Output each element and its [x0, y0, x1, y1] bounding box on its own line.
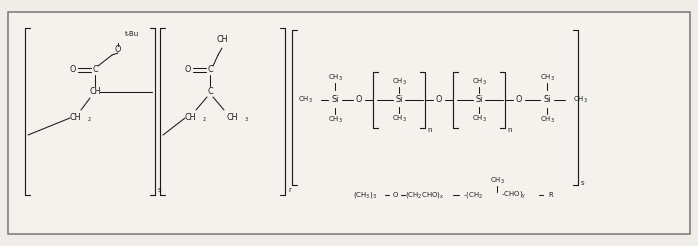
Text: CH$_3$: CH$_3$ — [392, 114, 406, 124]
Text: Si: Si — [543, 95, 551, 105]
Text: C: C — [207, 65, 213, 75]
Text: CH: CH — [226, 112, 238, 122]
Text: $_2$: $_2$ — [202, 116, 207, 124]
Text: CH$_3$: CH$_3$ — [540, 73, 554, 83]
Text: O: O — [70, 65, 76, 75]
Text: CH$_3$: CH$_3$ — [327, 115, 343, 125]
Text: R: R — [548, 192, 553, 198]
Text: C: C — [92, 65, 98, 75]
Text: s: s — [581, 180, 585, 186]
Text: O: O — [356, 95, 362, 105]
Text: O: O — [114, 46, 121, 55]
Text: CH$_3$: CH$_3$ — [392, 77, 406, 87]
Text: CH: CH — [216, 35, 228, 45]
Text: s: s — [158, 187, 162, 193]
Text: CH: CH — [184, 112, 195, 122]
Text: CH$_3$: CH$_3$ — [489, 176, 505, 186]
FancyBboxPatch shape — [8, 12, 690, 234]
Text: -CHO)$_y$: -CHO)$_y$ — [501, 189, 527, 201]
Text: t-Bu: t-Bu — [125, 31, 139, 37]
Text: Si: Si — [332, 95, 339, 105]
Text: Si: Si — [475, 95, 483, 105]
Text: (CH$_3$)$_3$: (CH$_3$)$_3$ — [353, 190, 377, 200]
Text: n: n — [507, 127, 512, 133]
Text: (CH$_2$CHO)$_x$: (CH$_2$CHO)$_x$ — [405, 190, 445, 200]
Text: r: r — [288, 187, 291, 193]
Text: $_3$: $_3$ — [244, 116, 248, 124]
Text: CH$_3$: CH$_3$ — [573, 95, 588, 105]
Text: O: O — [436, 95, 443, 105]
Text: O: O — [516, 95, 522, 105]
Text: O: O — [185, 65, 191, 75]
Text: $_2$: $_2$ — [87, 116, 91, 124]
Text: CH$_3$: CH$_3$ — [472, 77, 487, 87]
Text: -(CH$_2$: -(CH$_2$ — [463, 190, 483, 200]
Text: CH$_3$: CH$_3$ — [298, 95, 313, 105]
Text: C: C — [207, 88, 213, 96]
Text: CH: CH — [89, 88, 101, 96]
Text: O: O — [392, 192, 398, 198]
Text: CH$_3$: CH$_3$ — [540, 115, 554, 125]
Text: CH$_3$: CH$_3$ — [472, 114, 487, 124]
Text: CH: CH — [69, 112, 81, 122]
Text: n: n — [427, 127, 431, 133]
Text: CH$_3$: CH$_3$ — [327, 73, 343, 83]
Text: Si: Si — [395, 95, 403, 105]
